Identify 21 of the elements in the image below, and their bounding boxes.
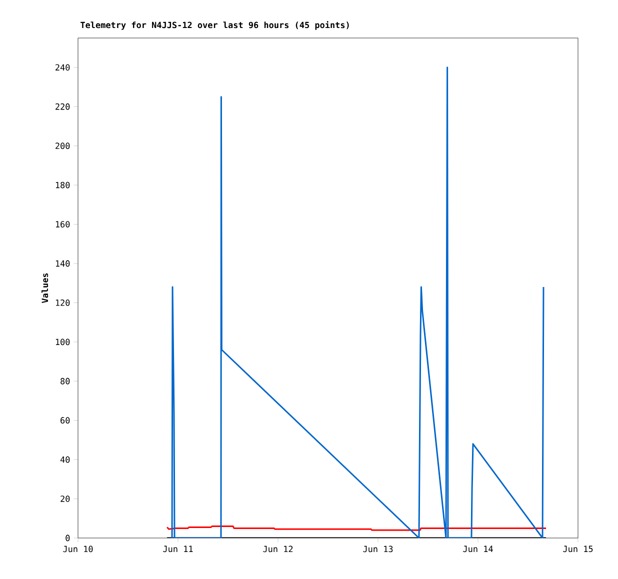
y-tick-label: 140 bbox=[56, 260, 70, 267]
x-tick-label: Jun 11 bbox=[163, 546, 193, 552]
y-axis-title: Values bbox=[42, 273, 48, 304]
y-tick-label: 80 bbox=[60, 378, 70, 384]
y-tick-label: 20 bbox=[60, 496, 70, 502]
y-tick-label: 180 bbox=[56, 182, 70, 188]
y-tick-label: 200 bbox=[56, 142, 70, 150]
x-tick-label: Jun 15 bbox=[563, 546, 593, 552]
y-tick-label: 120 bbox=[56, 300, 70, 306]
y-tick-label: 240 bbox=[56, 64, 70, 71]
y-tick-label: 220 bbox=[56, 103, 70, 110]
y-tick-label: 0 bbox=[66, 534, 70, 542]
x-tick-label: Jun 13 bbox=[363, 546, 393, 552]
x-tick-label: Jun 12 bbox=[263, 546, 293, 552]
y-tick-label: 160 bbox=[56, 221, 70, 228]
chart-title: Telemetry for N4JJS-12 over last 96 hours (45 points) bbox=[80, 21, 349, 30]
x-tick-label: Jun 14 bbox=[463, 546, 493, 552]
x-tick-label: Jun 10 bbox=[63, 546, 93, 552]
y-tick-label: 60 bbox=[60, 417, 70, 424]
y-tick-label: 100 bbox=[56, 338, 70, 346]
y-tick-label: 40 bbox=[60, 456, 70, 463]
